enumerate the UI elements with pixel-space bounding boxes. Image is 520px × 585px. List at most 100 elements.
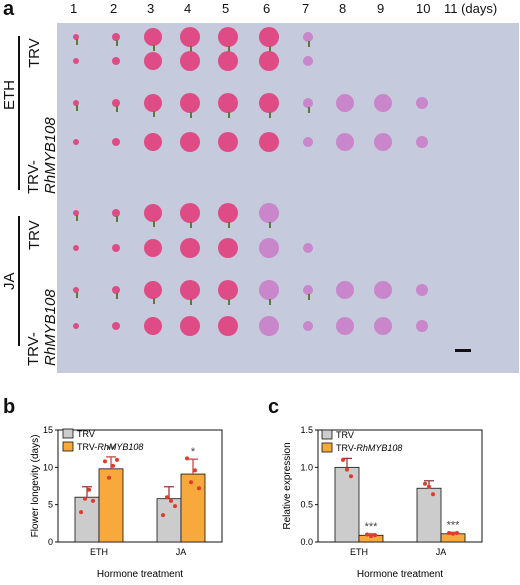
flower-stem [116,293,118,299]
day-label: 7 [302,1,310,16]
legend-label-text: TRV- [336,443,356,453]
flower-specimen [180,27,200,47]
flower-specimen [218,238,238,258]
flower-stem [116,40,118,46]
flower-specimen [336,133,354,151]
day-label: 4 [184,1,192,16]
hormone-label: JA [1,272,18,290]
day-label: 10 [416,1,431,16]
plot-frame [57,429,223,543]
data-point [107,475,111,480]
flower-specimen [180,51,200,71]
data-point [431,492,435,497]
flower-specimen [259,27,279,47]
flower-specimen [73,210,79,216]
day-label: 2 [110,1,118,16]
day-label: 6 [263,1,271,16]
flower-specimen [144,94,162,112]
flower-specimen [144,317,162,335]
flower-specimen [259,51,279,71]
flower-stem [76,105,78,111]
group-bracket-line [18,36,20,190]
flower-specimen [374,317,392,335]
flower-specimen [416,320,428,332]
row-label: TRV [26,38,43,68]
flower-specimen [259,280,279,300]
flower-stem [228,112,230,118]
data-point [83,496,87,501]
panel-b-letter: b [3,396,16,418]
flower-stem [308,41,310,47]
significance-label: ** [107,444,116,456]
row-label: TRV [26,220,43,250]
flower-specimen [374,133,392,151]
flower-stem [228,222,230,228]
chart-relative-expression: 0.0 0.5 1.0 1.5 Relative expression Hormone t… [282,425,483,580]
data-point [341,457,345,462]
flower-stem [153,221,155,227]
flower-specimen [144,281,162,299]
flower-stem [228,46,230,52]
legend-swatch [62,428,74,439]
flower-stem [153,298,155,304]
row-label: TRV- [25,160,42,194]
bar [156,498,182,543]
flower-stem [190,299,192,305]
y-tick-label: 0.5 [300,500,313,510]
legend-label: TRV-RhMYB108 [77,442,143,452]
day-label: 11 (days) [444,1,498,16]
flower-specimen [112,138,120,146]
legend-swatch [321,442,333,453]
flower-specimen [416,97,428,109]
data-point [423,481,427,486]
flower-specimen [73,287,79,293]
significance-label: *** [447,519,461,531]
flower-specimen [73,100,79,106]
flower-specimen [218,51,238,71]
bar [334,466,360,543]
y-tick-label: 15 [43,425,53,435]
data-point [427,484,431,489]
flower-specimen [112,322,120,330]
data-point [189,480,193,485]
flower-specimen [336,281,354,299]
data-point [111,463,115,468]
flower-stem [153,111,155,117]
y-tick-label: 0 [48,537,53,547]
row-label-gene: RhMYB108 [42,289,59,366]
category-label: JA [436,547,447,557]
data-point [115,457,119,462]
category-label: ETH [90,547,108,557]
flower-specimen [218,132,238,152]
y-tick-label: 10 [43,462,53,472]
flower-specimen [303,32,313,42]
data-point [79,510,83,515]
flower-specimen [73,139,79,145]
flower-specimen [303,98,313,108]
flower-specimen [144,28,162,46]
flower-stem [269,299,271,305]
data-point [451,531,455,536]
flower-stem [228,299,230,305]
y-tick-label: 0.0 [300,537,313,547]
legend-label: TRV-RhMYB108 [336,443,402,453]
flower-specimen [112,33,120,41]
flower-specimen [218,203,238,223]
y-tick-label: 5 [48,500,53,510]
data-point [369,534,373,539]
data-point [165,495,169,500]
data-point [349,474,353,479]
legend-label-text: TRV- [77,442,97,452]
data-point [169,498,173,503]
bar [416,487,442,543]
data-point [91,498,95,503]
flower-stem [190,46,192,52]
flower-specimen [259,316,279,336]
legend-label-text: TRV [336,430,354,440]
panel-a-letter: a [3,0,15,20]
flower-specimen [374,281,392,299]
flower-specimen [73,58,79,64]
data-point [365,532,369,537]
flower-stem [308,107,310,113]
bar [74,496,100,543]
